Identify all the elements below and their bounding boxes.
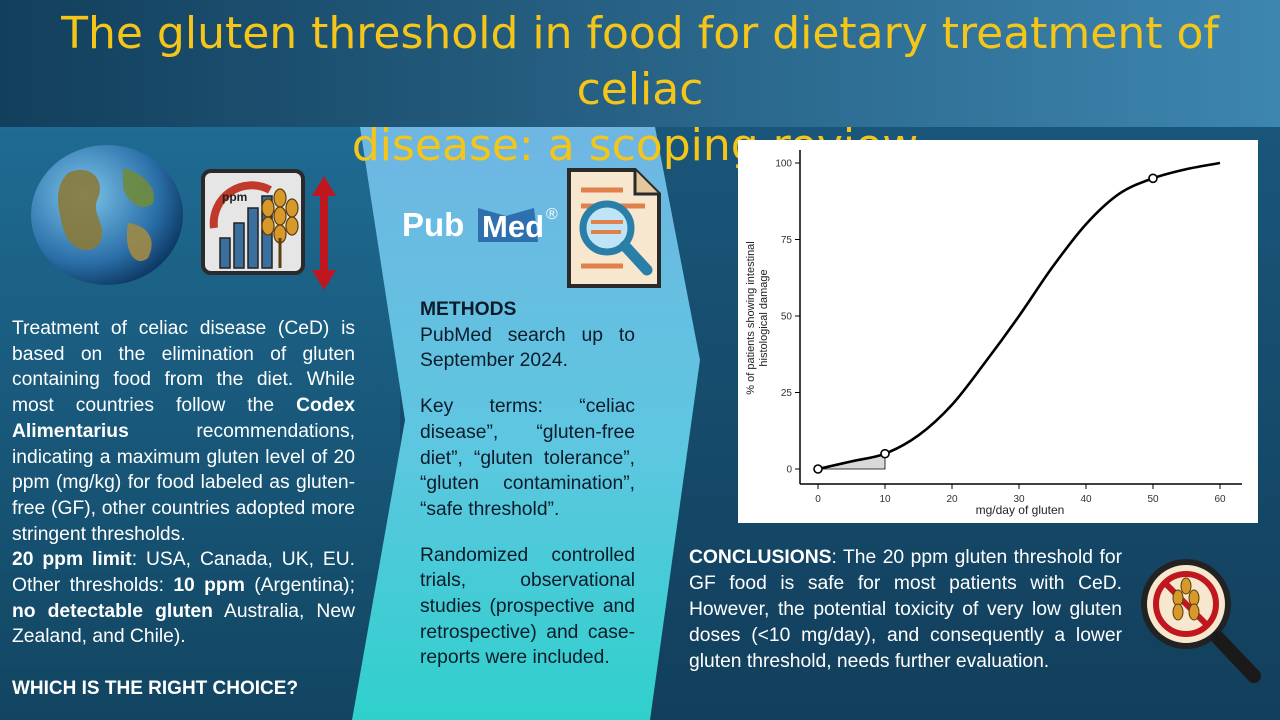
ppm-gauge-wheat-icon	[201, 169, 305, 275]
data-point-marker	[813, 464, 823, 474]
x-axis-label: mg/day of gluten	[976, 503, 1065, 517]
methods-section: METHODS PubMed search up to September 20…	[420, 297, 635, 671]
limit-text: : USA, Canada, UK, EU. Other thresholds:	[12, 549, 356, 597]
intro-part-1: Treatment of celiac disease (CeD) is bas…	[12, 318, 355, 417]
data-point-marker	[1148, 173, 1158, 184]
pubmed-logo-pub: Pub	[402, 206, 465, 243]
y-axis-label-line-2: histological damage	[758, 269, 770, 366]
question-text: WHICH IS THE RIGHT CHOICE?	[12, 678, 299, 699]
methods-search: PubMed search up to September 2024.	[420, 324, 635, 372]
x-tick-label: 30	[1013, 494, 1025, 505]
no-detectable-text: Australia, New Zealand, and Chile).	[12, 600, 355, 648]
methods-designs: Randomized controlled trials, observatio…	[420, 544, 635, 669]
introduction-text: Treatment of celiac disease (CeD) is bas…	[12, 316, 355, 650]
x-tick-label: 60	[1214, 494, 1226, 505]
title-line-1: The gluten threshold in food for dietary…	[61, 8, 1219, 115]
intro-part-2: recommendations, indicating a maximum gl…	[12, 420, 355, 545]
y-tick-label: 25	[781, 388, 793, 399]
no-gluten-magnifier-icon	[1141, 559, 1261, 683]
pubmed-logo-reg: ®	[546, 206, 558, 223]
y-tick-label: 0	[786, 465, 792, 476]
pubmed-logo-shape	[478, 208, 538, 242]
conclusions-text: : The 20 ppm gluten threshold for GF foo…	[689, 547, 1122, 672]
conclusions-heading: CONCLUSIONS	[689, 547, 832, 568]
document-magnifier-icon	[567, 168, 661, 288]
x-tick-label: 50	[1147, 494, 1159, 505]
pubmed-logo: Pub Med ®	[402, 200, 572, 248]
y-tick-label: 50	[781, 312, 793, 323]
y-tick-label: 75	[781, 235, 793, 246]
poster-title: The gluten threshold in food for dietary…	[0, 6, 1280, 174]
double-arrow-icon	[312, 176, 336, 290]
x-tick-label: 0	[815, 494, 821, 505]
globe-icon	[31, 145, 183, 285]
y-tick-label: 100	[775, 159, 792, 170]
limit-label: 20 ppm limit	[12, 549, 132, 571]
x-tick-label: 40	[1080, 494, 1092, 505]
codex-alimentarius: Codex Alimentarius	[12, 395, 355, 442]
pubmed-logo-med: Med	[482, 209, 544, 244]
x-tick-label: 10	[879, 494, 891, 505]
dose-response-curve	[817, 161, 1221, 471]
chart-svg: 0 10 20 30 40 50 60 0 25 50 75 100 mg/day of gluten…	[745, 150, 1242, 517]
ten-ppm-text: (Argentina);	[244, 575, 355, 597]
x-tick-label: 20	[946, 494, 958, 505]
y-axis-label-line-1: % of patients showing intestinal	[745, 241, 757, 394]
methods-terms: Key terms: “celiac disease”, “gluten-fre…	[420, 396, 635, 520]
no-detectable-gluten: no detectable gluten	[12, 600, 213, 622]
conclusions-section: CONCLUSIONS: The 20 ppm gluten threshold…	[689, 545, 1122, 675]
data-point-marker	[880, 448, 890, 459]
methods-heading: METHODS	[420, 299, 517, 320]
dose-response-chart: 0 10 20 30 40 50 60 0 25 50 75 100 mg/day of gluten…	[738, 140, 1258, 523]
ppm-label: ppm	[222, 190, 248, 204]
ten-ppm: 10 ppm	[173, 575, 245, 597]
